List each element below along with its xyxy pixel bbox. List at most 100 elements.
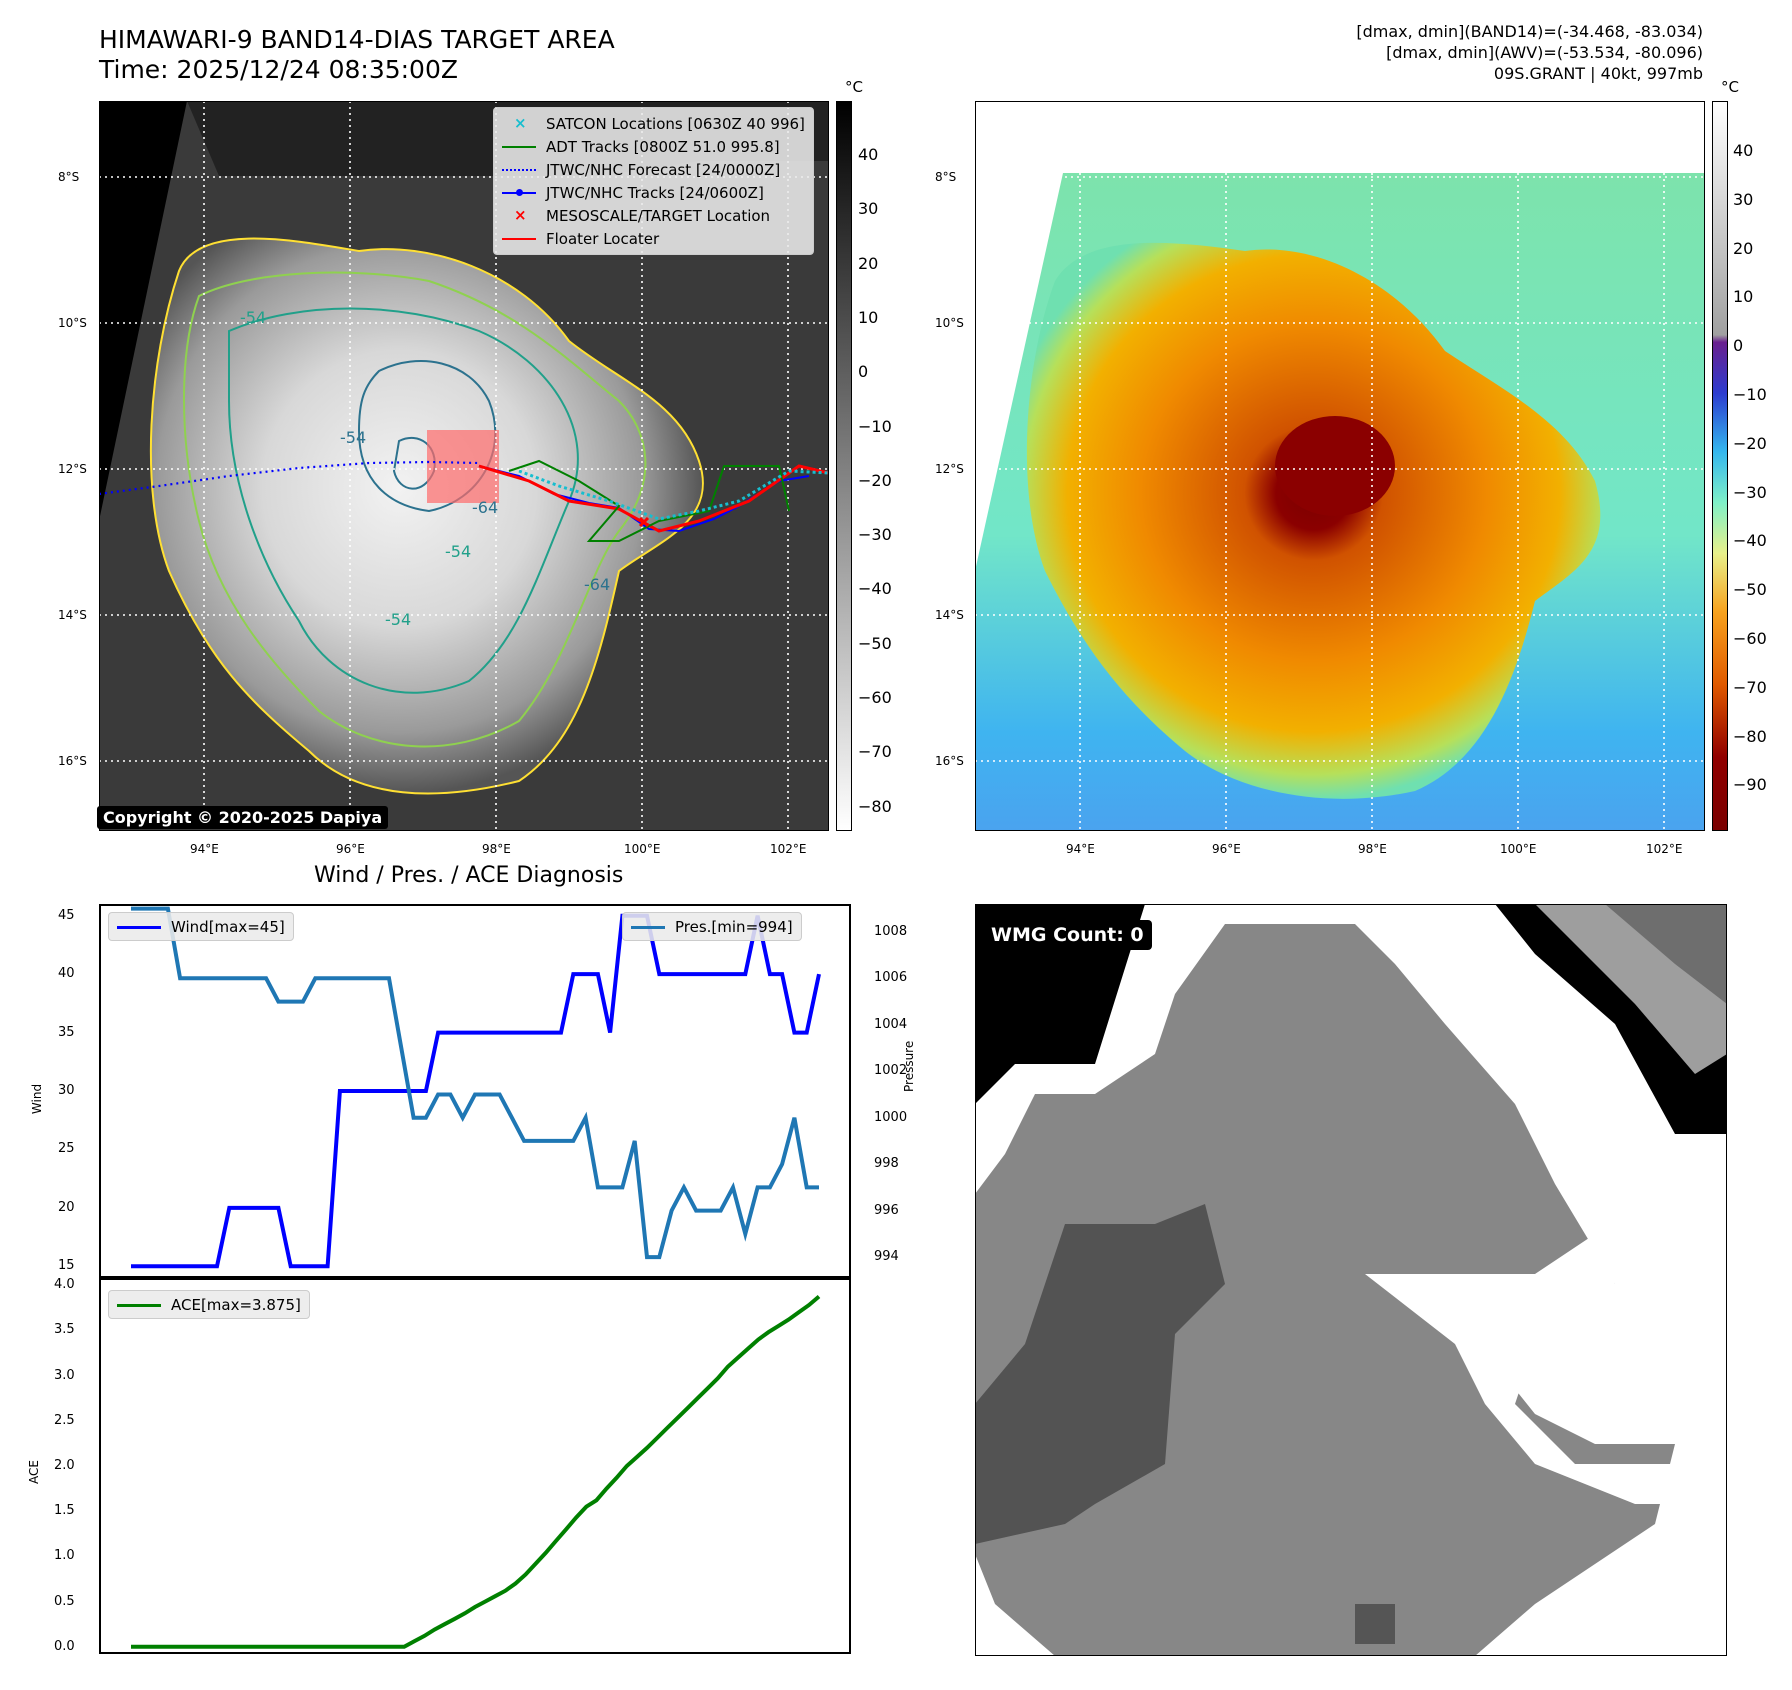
lon-label: 100°E (1500, 842, 1537, 856)
wind-legend: Wind[max=45] (108, 912, 294, 941)
line-swatch-icon (117, 1298, 161, 1312)
colorbar-tick: −60 (1733, 629, 1767, 648)
colorbar-tick: 40 (858, 145, 879, 164)
lat-label: 10°S (58, 316, 87, 330)
ir-map-color (975, 101, 1705, 831)
pressure-tick: 994 (874, 1249, 899, 1265)
legend-item: Pres.[min=994] (631, 915, 793, 938)
ace-tick: 2.0 (54, 1458, 75, 1473)
colorbar-tick: −10 (858, 416, 892, 436)
line-swatch-icon (117, 920, 161, 934)
colorbar-tick: −30 (858, 525, 892, 545)
pressure-tick: 1002 (874, 1063, 908, 1079)
lon-label: 96°E (1212, 842, 1241, 856)
colorbar-color (1712, 101, 1728, 831)
colorbar-tick: −40 (1733, 531, 1767, 551)
colorbar-unit: °C (1721, 78, 1739, 96)
colorbar-tick: −50 (858, 633, 892, 653)
contour-label: -54 (240, 308, 267, 327)
colorbar-tick: 30 (858, 199, 879, 219)
colorbar-tick: 10 (858, 307, 879, 327)
storm-info: 09S.GRANT | 40kt, 997mb (1493, 64, 1703, 83)
ace-tick: 3.0 (54, 1367, 75, 1383)
colorbar-tick: −80 (858, 796, 892, 816)
contour-label: -54 (385, 610, 412, 629)
dotted-line-icon (502, 163, 536, 177)
stats-awv: [dmax, dmin](AWV)=(-53.534, -80.096) (1386, 43, 1703, 62)
lon-label: 98°E (482, 842, 511, 856)
colorbar-tick: −40 (858, 579, 892, 599)
colorbar-tick: −70 (1733, 677, 1767, 697)
ace-legend: ACE[max=3.875] (108, 1290, 310, 1319)
colorbar-tick: −50 (1733, 580, 1767, 600)
legend-label: JTWC/NHC Forecast [24/0000Z] (546, 160, 781, 179)
colorbar-unit: °C (845, 78, 863, 96)
colorbar-tick: −70 (858, 742, 892, 762)
pressure-tick: 1006 (874, 970, 908, 986)
legend-item: Wind[max=45] (117, 915, 285, 938)
colorbar-tick: 40 (1733, 141, 1754, 160)
contour-label: -64 (584, 575, 611, 594)
pressure-tick: 998 (874, 1156, 899, 1172)
lat-label: 14°S (935, 608, 964, 622)
colorbar-tick: −30 (1733, 482, 1767, 502)
chart-frame (99, 904, 851, 1278)
lat-label: 8°S (935, 170, 957, 184)
colorbar-tick: −90 (1733, 775, 1767, 795)
wind-tick: 15 (58, 1258, 75, 1274)
chart-title-line1: HIMAWARI-9 BAND14-DIAS TARGET AREA (99, 25, 615, 54)
lat-label: 12°S (58, 462, 87, 476)
colorbar-tick: 20 (1733, 238, 1754, 258)
colorbar-tick: 10 (1733, 287, 1754, 307)
colorbar-tick: −20 (1733, 433, 1767, 453)
colorbar-tick: −60 (858, 688, 892, 707)
colorbar-gray (836, 101, 852, 831)
ace-series-line (131, 1294, 821, 1649)
wind-tick: 30 (58, 1083, 75, 1098)
legend-label: JTWC/NHC Tracks [24/0600Z] (546, 183, 764, 202)
chart-title-line2: Time: 2025/12/24 08:35:00Z (99, 55, 458, 84)
lon-label: 98°E (1358, 842, 1387, 856)
legend-label: ACE[max=3.875] (171, 1295, 301, 1314)
pressure-legend: Pres.[min=994] (622, 912, 802, 941)
legend-item: Floater Locater (502, 227, 805, 250)
wind-pressure-chart (99, 904, 851, 1278)
line-swatch-icon (502, 140, 536, 154)
lon-label: 102°E (770, 842, 807, 856)
ace-tick: 1.5 (54, 1503, 75, 1519)
lon-label: 96°E (336, 842, 365, 856)
contour-label: -64 (472, 498, 499, 517)
map-legend: × SATCON Locations [0630Z 40 996] ADT Tra… (493, 107, 814, 255)
legend-item: JTWC/NHC Forecast [24/0000Z] (502, 158, 805, 181)
legend-item: JTWC/NHC Tracks [24/0600Z] (502, 181, 805, 204)
wind-series-line (131, 913, 821, 1269)
ace-axis-label: ACE (26, 1460, 41, 1484)
colorbar-tick: 0 (1733, 336, 1744, 356)
colorbar-tick: −80 (1733, 726, 1767, 746)
pressure-tick: 1000 (874, 1109, 908, 1125)
lon-label: 100°E (624, 842, 661, 856)
cross-marker-icon: × (514, 205, 527, 224)
colorbar-tick: −10 (1733, 385, 1767, 404)
colorbar-tick: 30 (1733, 189, 1754, 209)
ace-tick: 4.0 (54, 1277, 75, 1293)
lat-label: 16°S (935, 754, 964, 768)
legend-label: ADT Tracks [0800Z 51.0 995.8] (546, 137, 780, 156)
legend-item: ADT Tracks [0800Z 51.0 995.8] (502, 135, 805, 158)
ace-tick: 2.5 (54, 1412, 75, 1428)
ace-tick: 1.0 (54, 1548, 75, 1564)
cross-marker-icon: × (514, 113, 527, 132)
pressure-tick: 996 (874, 1202, 899, 1218)
stats-band14: [dmax, dmin](BAND14)=(-34.468, -83.034) (1356, 22, 1703, 41)
legend-item: × SATCON Locations [0630Z 40 996] (502, 112, 805, 135)
legend-label: MESOSCALE/TARGET Location (546, 206, 771, 225)
line-swatch-icon (502, 232, 536, 246)
ace-chart (99, 1278, 851, 1654)
colorbar-tick: −20 (858, 470, 892, 490)
lat-label: 12°S (935, 462, 964, 476)
colorbar-tick: 20 (858, 253, 879, 273)
legend-label: SATCON Locations [0630Z 40 996] (546, 114, 805, 133)
ace-tick: 0.0 (54, 1638, 75, 1654)
ace-tick: 3.5 (54, 1322, 75, 1338)
wind-tick: 25 (58, 1141, 75, 1157)
